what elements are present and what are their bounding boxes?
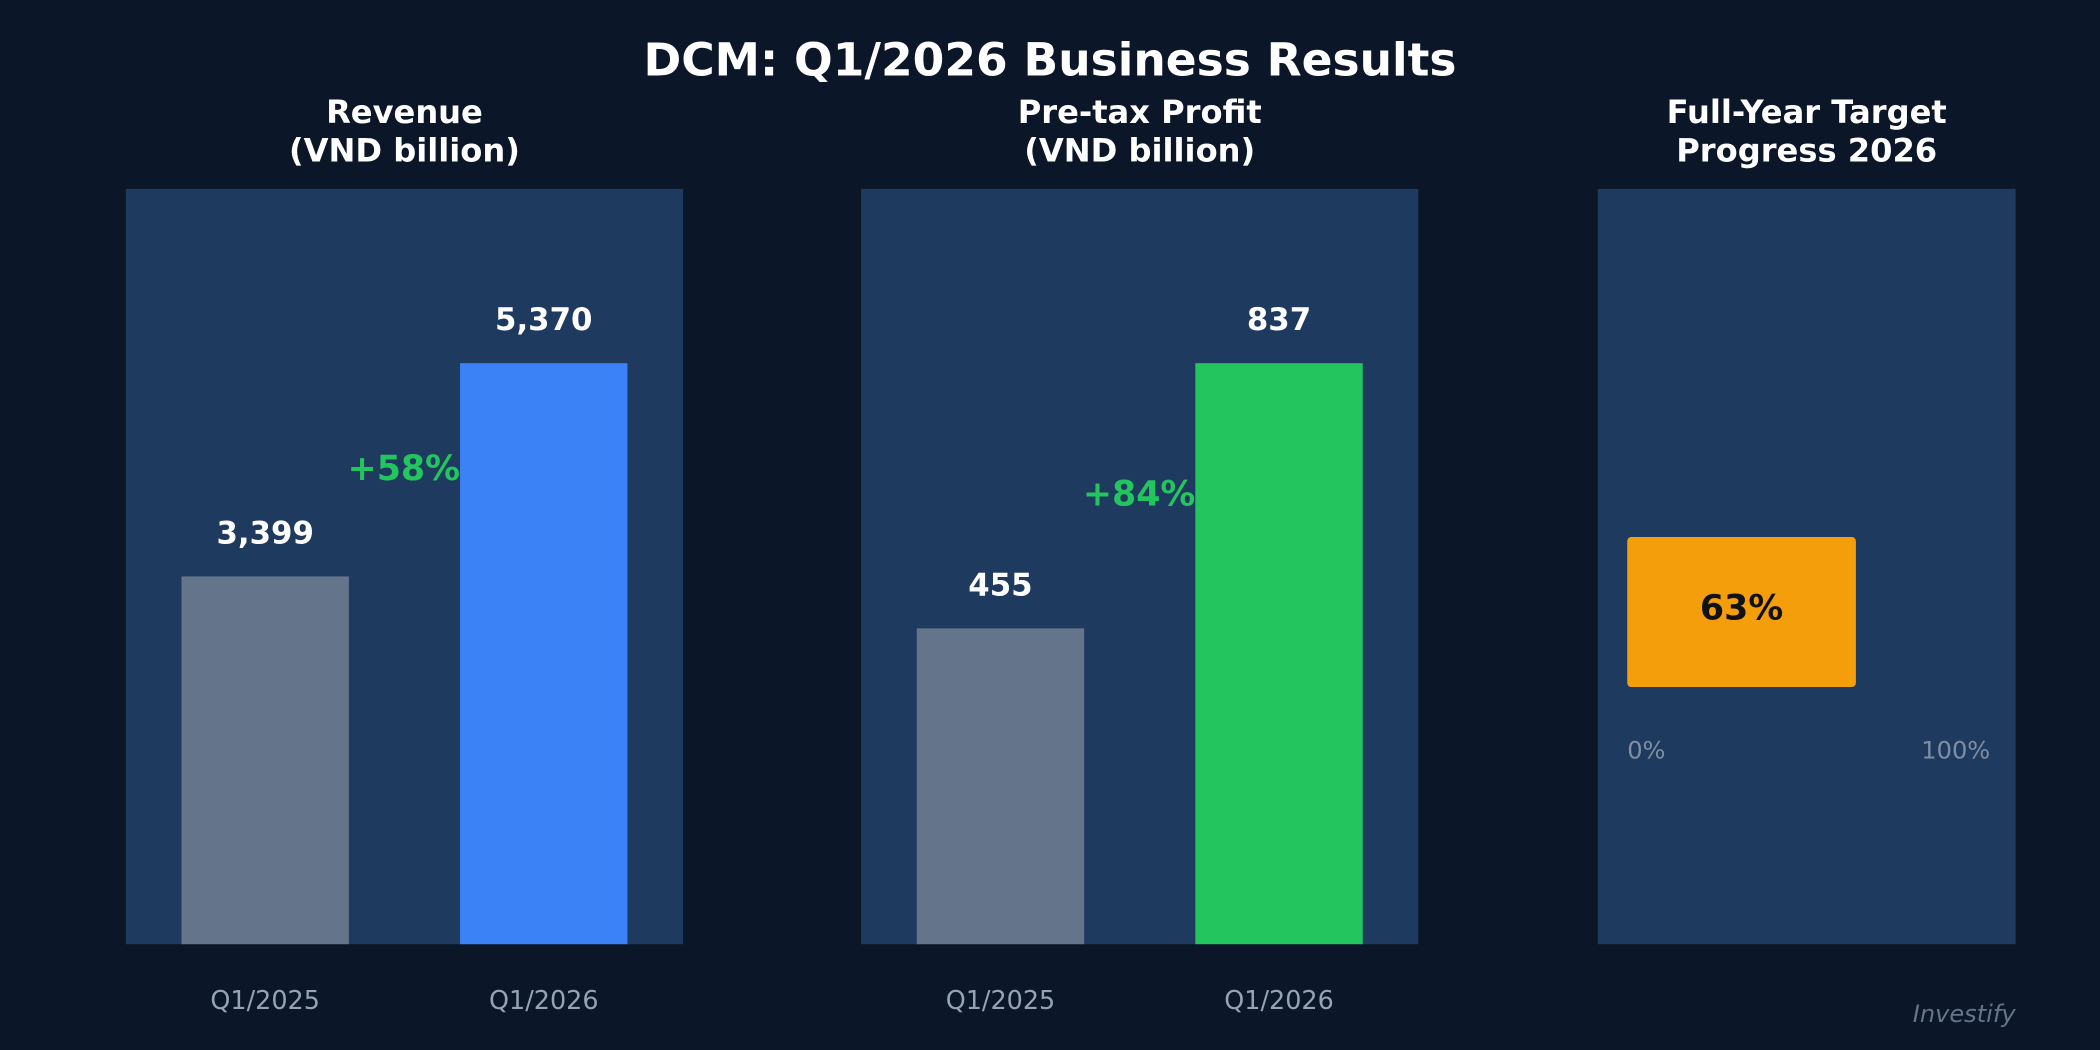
value-label: 837	[1247, 302, 1311, 338]
growth-annotation: +58%	[348, 449, 461, 489]
source-label: Investify	[1913, 1000, 2017, 1028]
progress-label: 63%	[1700, 588, 1783, 628]
value-label: 5,370	[495, 302, 592, 338]
chart-title: Progress 2026	[1676, 132, 1937, 170]
value-label: 3,399	[216, 515, 313, 551]
x-tick-label: 0%	[1627, 736, 1665, 764]
chart-title: Revenue	[326, 93, 483, 131]
bar	[916, 628, 1085, 945]
x-tick-label: Q1/2026	[1224, 985, 1334, 1015]
progress-bar	[1627, 537, 1856, 688]
chart-title: Full-Year Target	[1667, 93, 1947, 131]
x-tick-label: Q1/2025	[946, 985, 1056, 1015]
bar	[181, 576, 349, 945]
x-tick-label: Q1/2025	[210, 985, 320, 1015]
bar	[1195, 363, 1363, 945]
bar	[460, 363, 628, 945]
growth-annotation: +84%	[1083, 475, 1196, 515]
x-tick-label: 100%	[1921, 736, 1990, 764]
x-tick-label: Q1/2026	[489, 985, 599, 1015]
chart-title: (VND billion)	[289, 132, 520, 170]
chart-title: Pre-tax Profit	[1018, 93, 1262, 131]
chart-title: (VND billion)	[1024, 132, 1255, 170]
value-label: 455	[968, 567, 1032, 603]
main-title: DCM: Q1/2026 Business Results	[644, 33, 1457, 86]
